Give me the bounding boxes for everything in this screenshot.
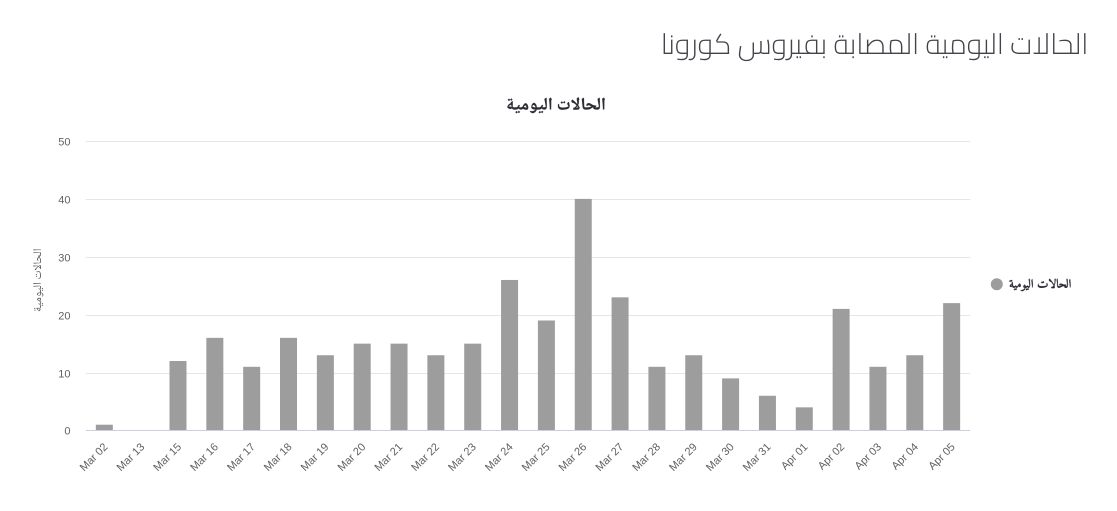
svg-text:Mar 23: Mar 23 (446, 441, 479, 474)
svg-text:30: 30 (58, 253, 70, 265)
svg-text:Mar 19: Mar 19 (299, 441, 332, 474)
svg-text:Mar 16: Mar 16 (188, 441, 221, 474)
svg-text:50: 50 (58, 137, 70, 149)
svg-text:Apr 03: Apr 03 (853, 441, 884, 472)
svg-text:Mar 31: Mar 31 (741, 441, 774, 474)
svg-text:Apr 04: Apr 04 (890, 441, 921, 472)
svg-text:Mar 13: Mar 13 (115, 441, 148, 474)
svg-text:Mar 24: Mar 24 (483, 441, 516, 474)
svg-text:Mar 25: Mar 25 (520, 441, 553, 474)
svg-text:20: 20 (58, 311, 70, 323)
svg-text:Mar 21: Mar 21 (372, 441, 405, 474)
svg-text:10: 10 (58, 369, 70, 381)
svg-text:Mar 02: Mar 02 (78, 441, 111, 474)
svg-text:Apr 05: Apr 05 (926, 441, 957, 472)
svg-text:Mar 17: Mar 17 (225, 441, 258, 474)
svg-text:Apr 02: Apr 02 (816, 441, 847, 472)
svg-text:Mar 28: Mar 28 (630, 441, 663, 474)
svg-text:Mar 20: Mar 20 (336, 441, 369, 474)
svg-text:Apr 01: Apr 01 (779, 441, 810, 472)
svg-text:0: 0 (64, 426, 70, 438)
svg-text:40: 40 (58, 195, 70, 207)
svg-text:Mar 29: Mar 29 (667, 441, 700, 474)
svg-text:Mar 15: Mar 15 (151, 441, 184, 474)
svg-text:Mar 30: Mar 30 (704, 441, 737, 474)
svg-text:Mar 22: Mar 22 (409, 441, 442, 474)
svg-text:Mar 18: Mar 18 (262, 441, 295, 474)
svg-text:Mar 26: Mar 26 (557, 441, 590, 474)
svg-text:Mar 27: Mar 27 (593, 441, 626, 474)
